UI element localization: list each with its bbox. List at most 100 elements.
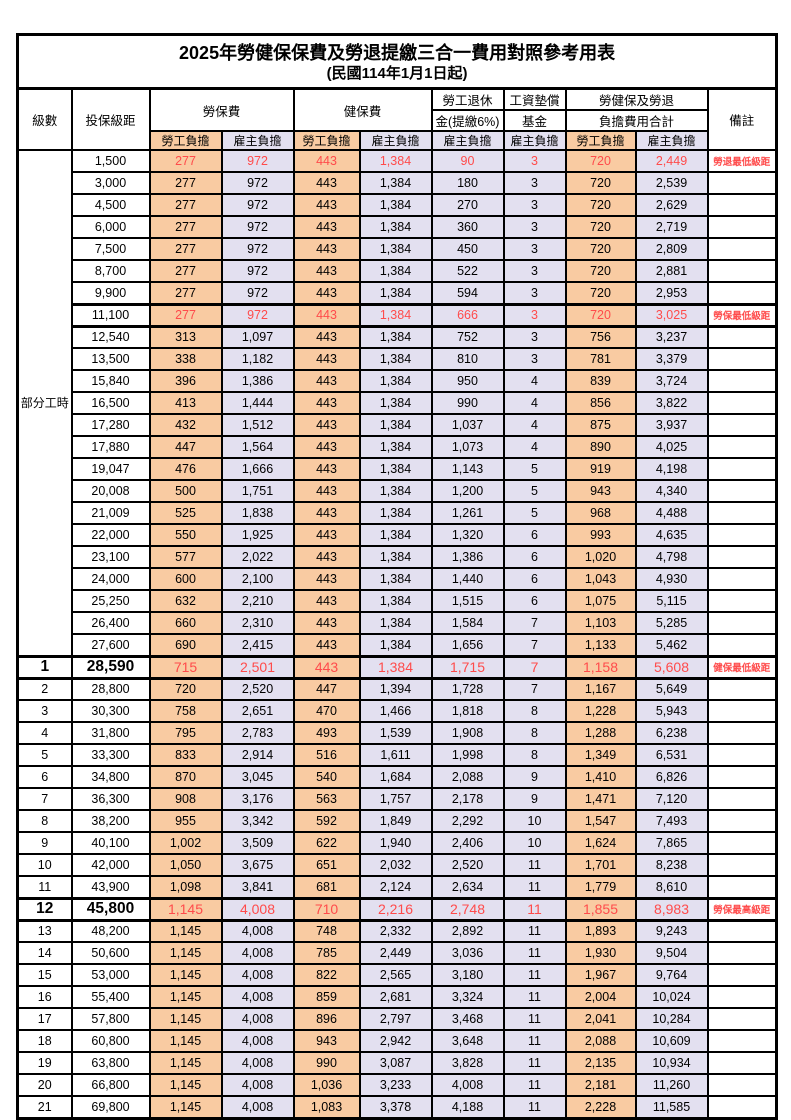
value-cell: 1,145 <box>148 963 223 987</box>
value-cell: 7,493 <box>634 809 709 833</box>
value-cell: 4,008 <box>220 896 295 922</box>
bracket-cell: 53,000 <box>70 963 151 987</box>
remark-cell <box>706 413 778 437</box>
value-cell: 972 <box>220 237 295 261</box>
value-cell: 9,504 <box>634 941 709 965</box>
value-cell: 1,684 <box>358 765 433 789</box>
value-cell: 2,032 <box>358 853 433 877</box>
value-cell: 908 <box>148 787 223 811</box>
level-cell: 5 <box>16 743 73 767</box>
value-cell: 8,610 <box>634 875 709 899</box>
value-cell: 3,828 <box>430 1051 505 1075</box>
value-cell: 1,384 <box>358 413 433 437</box>
value-cell: 1,893 <box>564 919 637 943</box>
value-cell: 1,728 <box>430 677 505 701</box>
value-cell: 1,715 <box>430 654 505 680</box>
subheader-total-employer: 雇主負擔 <box>634 130 709 151</box>
value-cell: 2,022 <box>220 545 295 569</box>
value-cell: 1,908 <box>430 721 505 745</box>
header-row-groups: 級數 投保級距 勞保費 健保費 勞工退休 工資墊償 勞健保及勞退 備註 <box>16 87 778 151</box>
value-cell: 2,651 <box>220 699 295 723</box>
value-cell: 2,228 <box>564 1095 637 1119</box>
value-cell: 2,415 <box>220 633 295 657</box>
value-cell: 180 <box>430 171 505 195</box>
value-cell: 443 <box>292 457 361 481</box>
value-cell: 8 <box>502 721 567 745</box>
value-cell: 1,547 <box>564 809 637 833</box>
bracket-cell: 19,047 <box>70 457 151 481</box>
value-cell: 839 <box>564 369 637 393</box>
table-body: 部分工時 1,500 277 972 443 1,384 90 3 720 2,449 勞退最低級距… <box>16 149 778 1119</box>
value-cell: 1,930 <box>564 941 637 965</box>
value-cell: 3 <box>502 237 567 261</box>
value-cell: 11 <box>502 1051 567 1075</box>
value-cell: 9,243 <box>634 919 709 943</box>
value-cell: 2,942 <box>358 1029 433 1053</box>
value-cell: 1,384 <box>358 193 433 217</box>
remark-cell <box>706 721 778 745</box>
value-cell: 720 <box>564 171 637 195</box>
value-cell: 277 <box>148 259 223 283</box>
value-cell: 443 <box>292 523 361 547</box>
value-cell: 720 <box>564 149 637 173</box>
value-cell: 277 <box>148 193 223 217</box>
value-cell: 810 <box>430 347 505 371</box>
value-cell: 443 <box>292 545 361 569</box>
value-cell: 1,384 <box>358 281 433 305</box>
value-cell: 3,342 <box>220 809 295 833</box>
value-cell: 1,182 <box>220 347 295 371</box>
value-cell: 7,120 <box>634 787 709 811</box>
value-cell: 577 <box>148 545 223 569</box>
value-cell: 1,145 <box>148 1073 223 1097</box>
value-cell: 5,608 <box>634 654 709 680</box>
value-cell: 972 <box>220 259 295 283</box>
value-cell: 1,440 <box>430 567 505 591</box>
table-row: 6 34,800 870 3,045 540 1,684 2,088 9 1,410 6,826 <box>16 765 778 789</box>
remark-cell <box>706 545 778 569</box>
value-cell: 1,384 <box>358 171 433 195</box>
value-cell: 443 <box>292 281 361 305</box>
value-cell: 3 <box>502 302 567 328</box>
remark-cell <box>706 985 778 1009</box>
col-header-pension-line2: 金(提繳6%) <box>430 109 505 132</box>
value-cell: 447 <box>148 435 223 459</box>
remark-cell <box>706 1073 778 1097</box>
value-cell: 6,531 <box>634 743 709 767</box>
value-cell: 5 <box>502 501 567 525</box>
value-cell: 2,181 <box>564 1073 637 1097</box>
value-cell: 1,656 <box>430 633 505 657</box>
value-cell: 2,124 <box>358 875 433 899</box>
bracket-cell: 30,300 <box>70 699 151 723</box>
remark-cell <box>706 941 778 965</box>
level-group-part-time: 部分工時 <box>16 149 73 657</box>
bracket-cell: 20,008 <box>70 479 151 503</box>
table-row: 11,100 277 972 443 1,384 666 3 720 3,025 勞保最低級距 <box>18 302 778 328</box>
remark-cell <box>706 765 778 789</box>
value-cell: 1,020 <box>564 545 637 569</box>
value-cell: 758 <box>148 699 223 723</box>
remark-cell: 勞退最低級距 <box>706 149 778 173</box>
value-cell: 7 <box>502 677 567 701</box>
value-cell: 2,100 <box>220 567 295 591</box>
value-cell: 4,930 <box>634 567 709 591</box>
value-cell: 3,648 <box>430 1029 505 1053</box>
col-header-level: 級數 <box>16 87 73 151</box>
level-cell: 4 <box>16 721 73 745</box>
bracket-cell: 69,800 <box>70 1095 151 1119</box>
value-cell: 4 <box>502 391 567 415</box>
value-cell: 443 <box>292 567 361 591</box>
value-cell: 622 <box>292 831 361 855</box>
value-cell: 1,384 <box>358 567 433 591</box>
subheader-fund-employer: 雇主負擔 <box>502 130 567 151</box>
bracket-cell: 25,250 <box>70 589 151 613</box>
remark-cell <box>706 589 778 613</box>
table-row: 7 36,300 908 3,176 563 1,757 2,178 9 1,471 7,120 <box>16 787 778 811</box>
value-cell: 3,237 <box>634 325 709 349</box>
title-row: 2025年勞健保保費及勞退提繳三合一費用對照參考用表 (民國114年1月1日起) <box>16 33 778 90</box>
value-cell: 3,724 <box>634 369 709 393</box>
value-cell: 5,649 <box>634 677 709 701</box>
table-row: 24,000 600 2,100 443 1,384 1,440 6 1,043 4,930 <box>18 567 778 591</box>
value-cell: 833 <box>148 743 223 767</box>
value-cell: 443 <box>292 369 361 393</box>
table-row: 14 50,600 1,145 4,008 785 2,449 3,036 11 1,930 9,… <box>16 941 778 965</box>
